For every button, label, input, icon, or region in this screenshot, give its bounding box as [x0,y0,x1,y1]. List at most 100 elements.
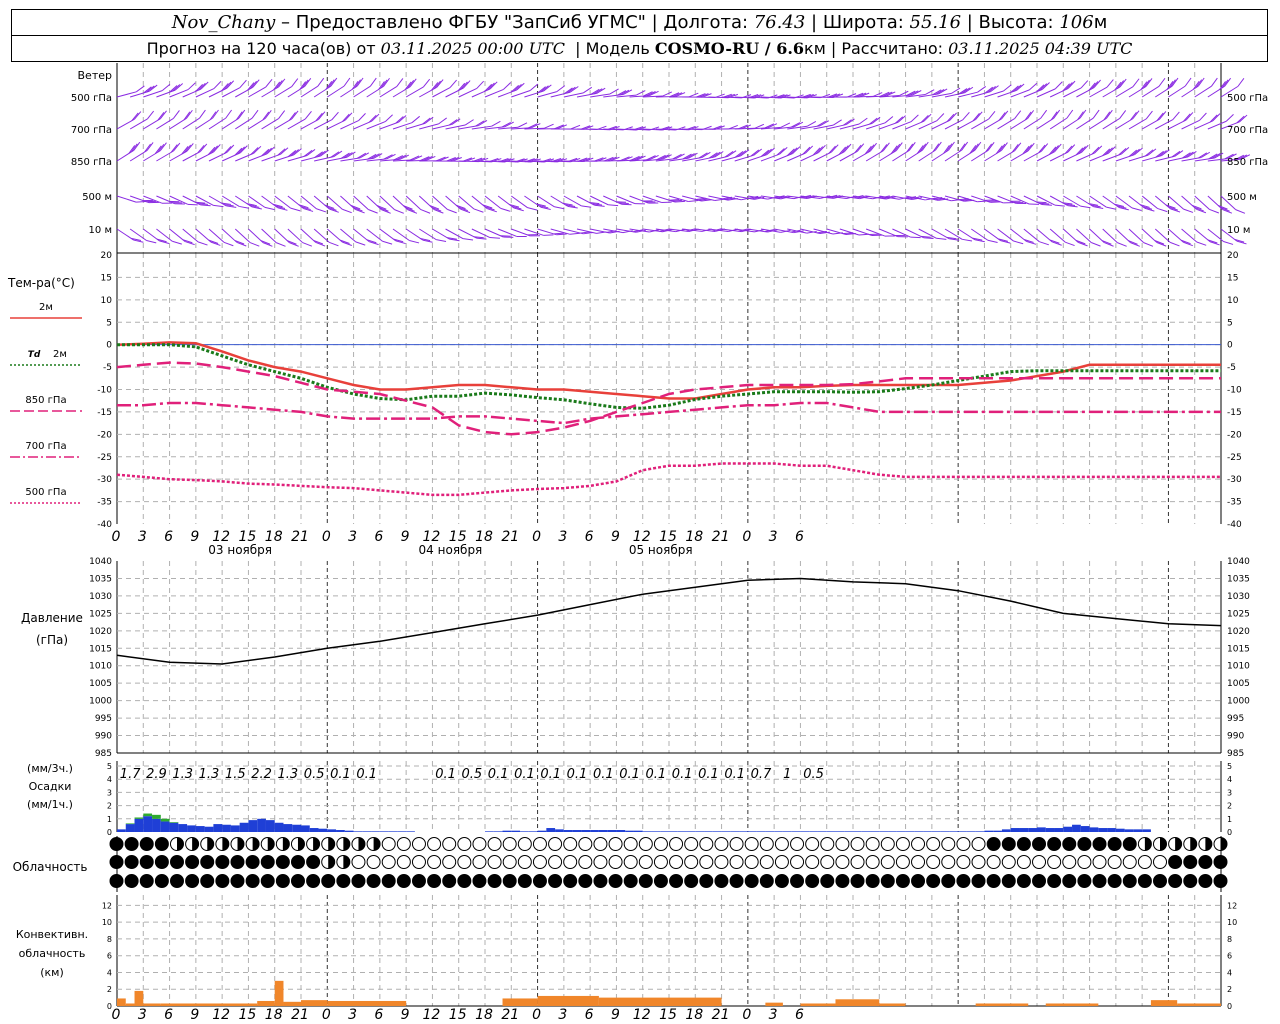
wind-barb-feather [1121,146,1130,155]
wind-barb-feather [393,155,404,161]
wind-barb-shaft [1036,88,1056,98]
cloud-symbol [1198,874,1213,888]
conv-bar [301,1000,328,1006]
cloud-symbol [154,874,169,888]
wind-barb-shaft [1023,150,1042,162]
wind-barb-feather [314,151,323,158]
wind-barb-feather [1170,208,1181,213]
cloud-circle [442,837,457,851]
precip-bar [704,831,713,832]
wind-barb-feather [396,154,407,161]
wind-barb-feather [920,115,929,123]
cloud-symbol [1016,874,1031,888]
wind-barb-shaft [1049,195,1068,207]
cloud-symbol [548,855,563,869]
wind-barb-feather [1064,203,1076,206]
cloud-symbol [1107,855,1122,869]
wind-barb [419,228,447,243]
wind-barb-feather [447,208,457,214]
wind-barb-feather [330,151,340,158]
precip-bar [528,831,538,832]
wind-barb-shaft [116,118,135,130]
cloud-symbol [215,855,230,869]
wind-barb-feather [352,206,363,212]
wind-barb-shaft [129,228,147,241]
wind-barb-feather [995,145,1003,154]
wind-barb-feather [207,146,216,155]
wind-barb-shaft [169,228,186,242]
cloud-symbol [321,874,336,888]
wind-barb-feather [1101,240,1112,245]
wind-barb-feather [682,153,692,160]
cloud-circle [669,874,684,888]
precip-bar [844,831,853,832]
wind-barb [274,110,299,130]
wind-barb-feather [221,83,229,92]
precip-bar [485,831,494,832]
wind-barb-feather [1145,110,1153,120]
wind-barb-feather [844,143,852,153]
wind-barb-feather [843,119,852,126]
wind-barb-shaft [879,121,899,130]
wind-barb-shaft [208,87,228,98]
wind-barb-shaft [866,95,887,98]
wind-barb-feather [841,145,849,154]
wind-barb-feather [711,151,721,158]
cloud-symbol [593,874,608,888]
precip-tick-left: 3 [107,788,112,797]
cloud-circle [669,837,684,851]
wind-barb-feather [288,112,296,121]
hour-tick-label-bottom: 3 [769,1007,778,1023]
wind-barb [905,89,935,98]
cloud-symbol [653,874,668,888]
wind-barb [1155,111,1180,130]
wind-barb-shaft [1049,228,1066,243]
wind-barb-feather [569,86,579,93]
wind-barb-feather [938,88,948,95]
wind-barb [1194,152,1224,162]
precip-bar [406,831,415,832]
wind-barb [971,111,996,130]
cloud-symbol [185,855,200,869]
wind-barb-feather [1172,111,1180,120]
wind-barb-shaft [629,159,650,162]
wind-barb-feather [376,205,387,210]
wind-barb-shaft [182,117,200,130]
wind-barb [1102,228,1127,247]
cloud-circle [548,837,563,851]
wind-barb-shaft [1010,89,1030,98]
wind-barb-feather [197,144,205,154]
precip-3h-total: 1 [783,767,791,782]
temp-tick-left: -5 [103,363,112,373]
wind-barb [603,195,632,206]
wind-barb-shaft [524,90,544,98]
cloud-circle [1122,874,1137,888]
wind-barb [1023,143,1049,162]
wind-barb-feather [272,203,283,208]
wind-barb [1155,77,1179,98]
cloud-circle [306,855,321,869]
wind-barb-feather [146,240,157,244]
wind-barb-feather [183,144,192,153]
temp-tick-right: 15 [1227,273,1238,283]
wind-barb-feather [262,111,270,121]
wind-barb-feather [517,122,528,128]
wind-barb-shaft [984,228,1001,242]
wind-barb [511,83,539,98]
cloud-symbol [880,874,895,888]
wind-barb-shaft [142,228,160,242]
wind-barb-feather [998,143,1006,153]
wind-barb-feather [1239,114,1248,123]
wind-barb [418,195,444,214]
wind-barb-feather [317,150,326,158]
wind-barb [879,228,908,238]
pressure-tick-right: 985 [1227,749,1244,759]
wind-barb-feather [431,82,439,91]
cloud-symbol [396,837,411,851]
wind-barb-shaft [1141,228,1158,243]
cloud-circle [169,855,184,869]
wind-barb [550,195,578,209]
wind-barb-feather [1196,241,1207,246]
wind-level-label: 500 м [82,192,112,203]
wind-barb-shaft [971,118,989,130]
